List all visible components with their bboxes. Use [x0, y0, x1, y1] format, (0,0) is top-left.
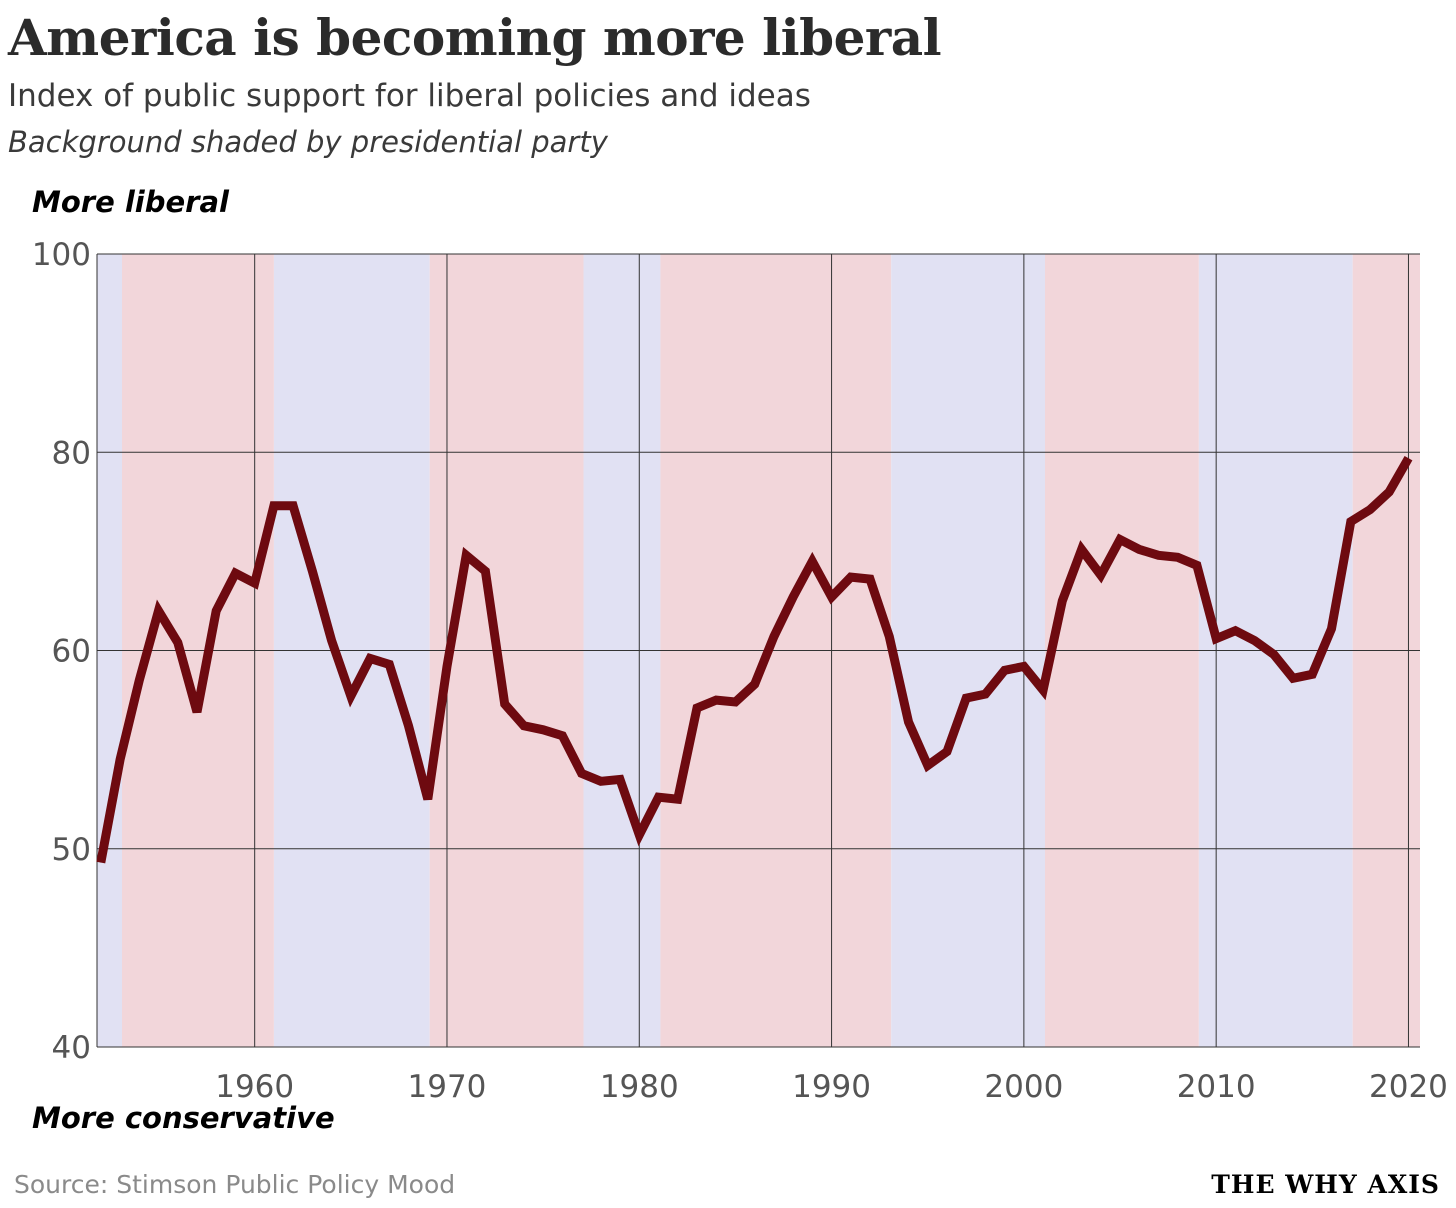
data-series [96, 455, 1413, 864]
shading-note: Background shaded by presidential party [8, 125, 608, 159]
x-tick-label: 1990 [792, 1069, 871, 1105]
brand-logo: THE WHY AXIS [1211, 1170, 1440, 1199]
y-tick-label: 60 [52, 634, 91, 670]
gridlines [96, 253, 1420, 1048]
y-tick-label: 40 [52, 1030, 91, 1066]
x-tick-label: 1960 [215, 1069, 294, 1105]
y-axis-ticks: 40 50 60 80 100 [32, 237, 91, 1066]
x-tick-label: 1980 [600, 1069, 679, 1105]
x-tick-label: 2020 [1369, 1069, 1448, 1105]
x-tick-label: 2000 [984, 1069, 1063, 1105]
y-tick-label: 80 [52, 435, 91, 471]
chart-subtitle: Index of public support for liberal poli… [8, 78, 811, 114]
more-conservative-label: More conservative [32, 1101, 335, 1135]
source-note: Source: Stimson Public Policy Mood [14, 1170, 456, 1199]
y-tick-label: 50 [52, 832, 91, 868]
y-tick-label: 100 [32, 237, 91, 273]
x-tick-label: 1970 [408, 1069, 487, 1105]
chart-title: America is becoming more liberal [8, 8, 942, 67]
more-liberal-label: More liberal [32, 185, 229, 219]
x-axis-ticks: 1960 1970 1980 1990 2000 2010 2020 [215, 1069, 1448, 1105]
x-tick-label: 2010 [1177, 1069, 1256, 1105]
